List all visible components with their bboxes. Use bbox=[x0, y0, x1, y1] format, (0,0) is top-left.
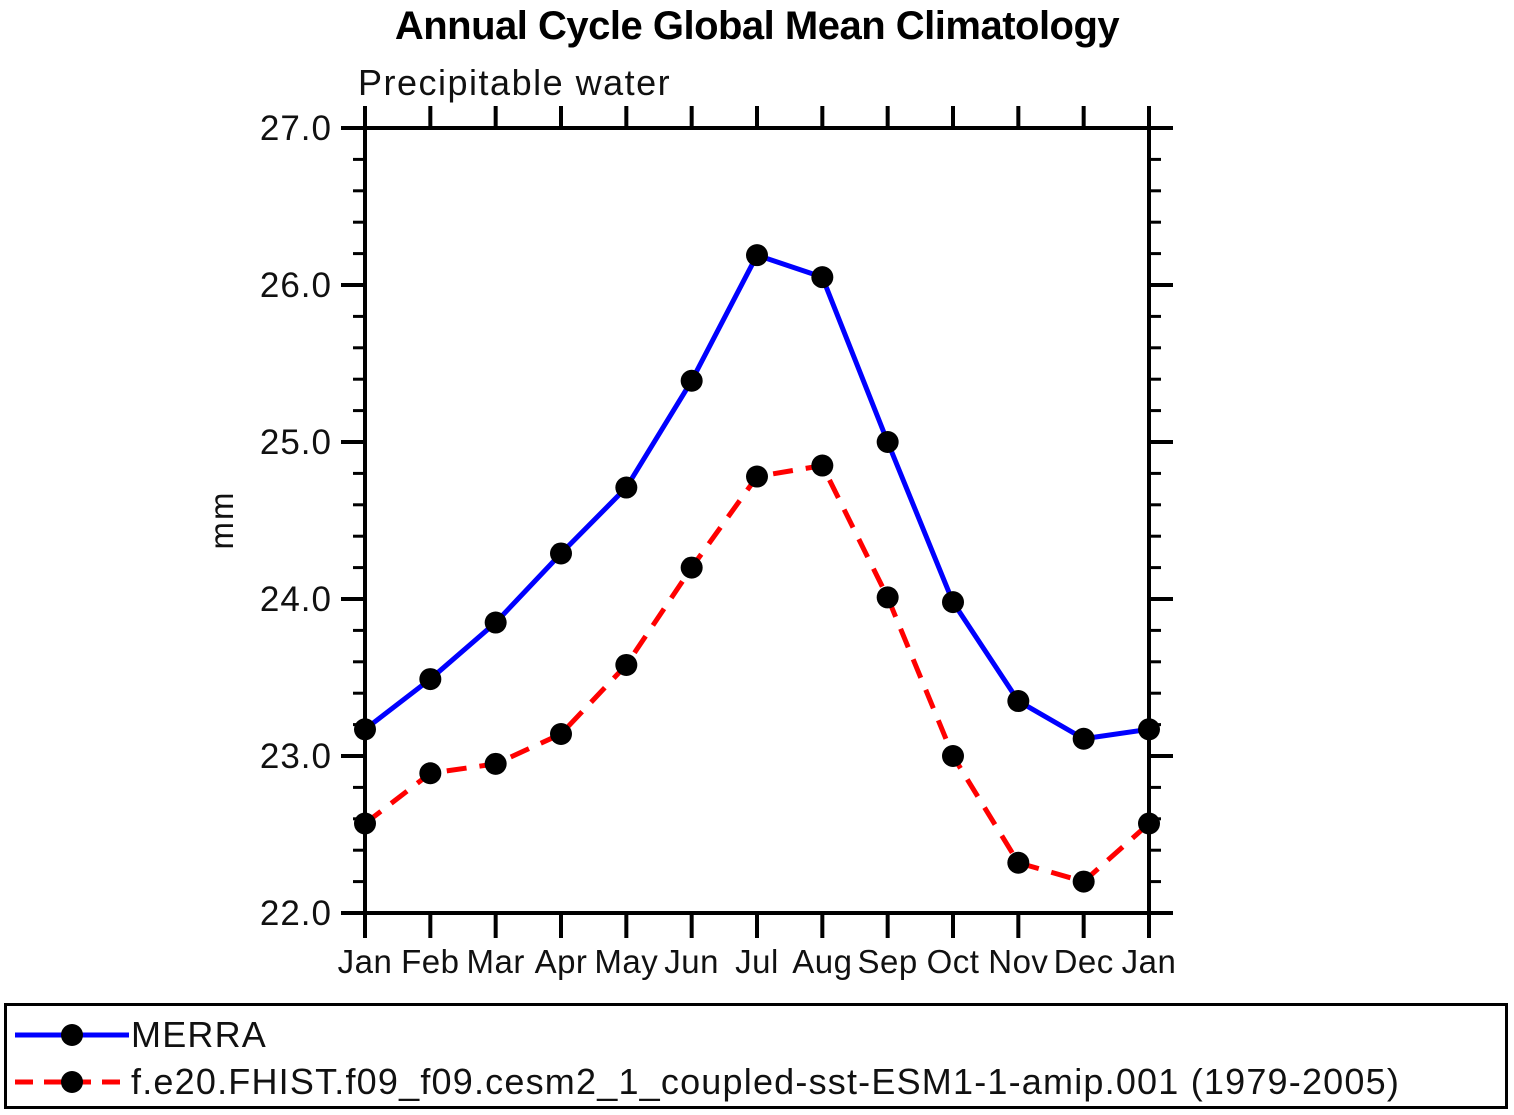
x-tick-label: May bbox=[594, 943, 658, 980]
data-point-model bbox=[811, 454, 834, 477]
data-point-merra bbox=[484, 611, 507, 634]
chart-subtitle: Precipitable water bbox=[358, 62, 672, 103]
legend: MERRA f.e20.FHIST.f09_f09.cesm2_1_couple… bbox=[4, 1003, 1508, 1109]
data-point-merra bbox=[680, 369, 703, 392]
data-point-merra bbox=[1138, 718, 1160, 741]
legend-swatch-model bbox=[15, 1071, 129, 1093]
data-point-model bbox=[876, 586, 899, 609]
y-tick-label: 24.0 bbox=[260, 580, 332, 619]
x-tick-label: Jan bbox=[1122, 943, 1177, 980]
x-tick-label: Jun bbox=[664, 943, 719, 980]
data-point-model bbox=[484, 752, 507, 775]
series-line-model bbox=[363, 463, 1151, 885]
x-tick-label: Sep bbox=[858, 943, 918, 980]
data-point-model bbox=[354, 812, 376, 835]
legend-swatch-merra bbox=[15, 1024, 129, 1046]
x-tick-label: Nov bbox=[988, 943, 1048, 980]
legend-label-merra: MERRA bbox=[131, 1014, 268, 1055]
data-point-merra bbox=[746, 244, 768, 267]
data-point-merra bbox=[876, 431, 899, 453]
data-point-merra bbox=[1007, 690, 1030, 713]
x-tick-label: Oct bbox=[927, 943, 980, 980]
data-point-merra bbox=[615, 476, 638, 499]
data-point-model bbox=[1072, 870, 1095, 893]
y-tick-label: 23.0 bbox=[260, 737, 332, 776]
chart-title: Annual Cycle Global Mean Climatology bbox=[394, 4, 1120, 48]
data-point-model bbox=[680, 556, 703, 579]
data-point-model bbox=[419, 762, 442, 785]
legend-label-model: f.e20.FHIST.f09_f09.cesm2_1_coupled-sst-… bbox=[131, 1061, 1401, 1102]
x-tick-label: Feb bbox=[401, 943, 459, 980]
data-point-merra bbox=[419, 668, 442, 691]
data-point-merra bbox=[811, 266, 834, 289]
series-line-merra bbox=[363, 252, 1150, 742]
x-tick-label: Jan bbox=[338, 943, 393, 980]
data-point-model bbox=[615, 653, 638, 676]
y-tick-label: 27.0 bbox=[260, 109, 332, 148]
x-tick-label: Mar bbox=[466, 943, 524, 980]
data-point-merra bbox=[550, 542, 572, 565]
data-point-model bbox=[942, 745, 964, 767]
x-tick-label: Jul bbox=[735, 943, 779, 980]
y-tick-label: 26.0 bbox=[260, 266, 332, 305]
legend-marker-model bbox=[61, 1071, 83, 1093]
data-point-model bbox=[1007, 851, 1030, 874]
x-tick-label: Apr bbox=[535, 943, 588, 980]
legend-marker-merra bbox=[61, 1024, 83, 1046]
legend-item-model: f.e20.FHIST.f09_f09.cesm2_1_coupled-sst-… bbox=[13, 1061, 1401, 1102]
legend-item-merra: MERRA bbox=[13, 1014, 268, 1055]
y-tick-label: 25.0 bbox=[260, 423, 332, 462]
data-point-merra bbox=[1072, 727, 1095, 750]
x-tick-label: Aug bbox=[792, 943, 852, 980]
data-point-merra bbox=[354, 718, 376, 741]
data-point-model bbox=[1138, 812, 1160, 835]
data-point-model bbox=[550, 723, 572, 746]
y-tick-label: 22.0 bbox=[260, 894, 332, 933]
data-point-merra bbox=[942, 591, 964, 614]
x-tick-label: Dec bbox=[1054, 943, 1114, 980]
data-point-model bbox=[746, 465, 768, 488]
